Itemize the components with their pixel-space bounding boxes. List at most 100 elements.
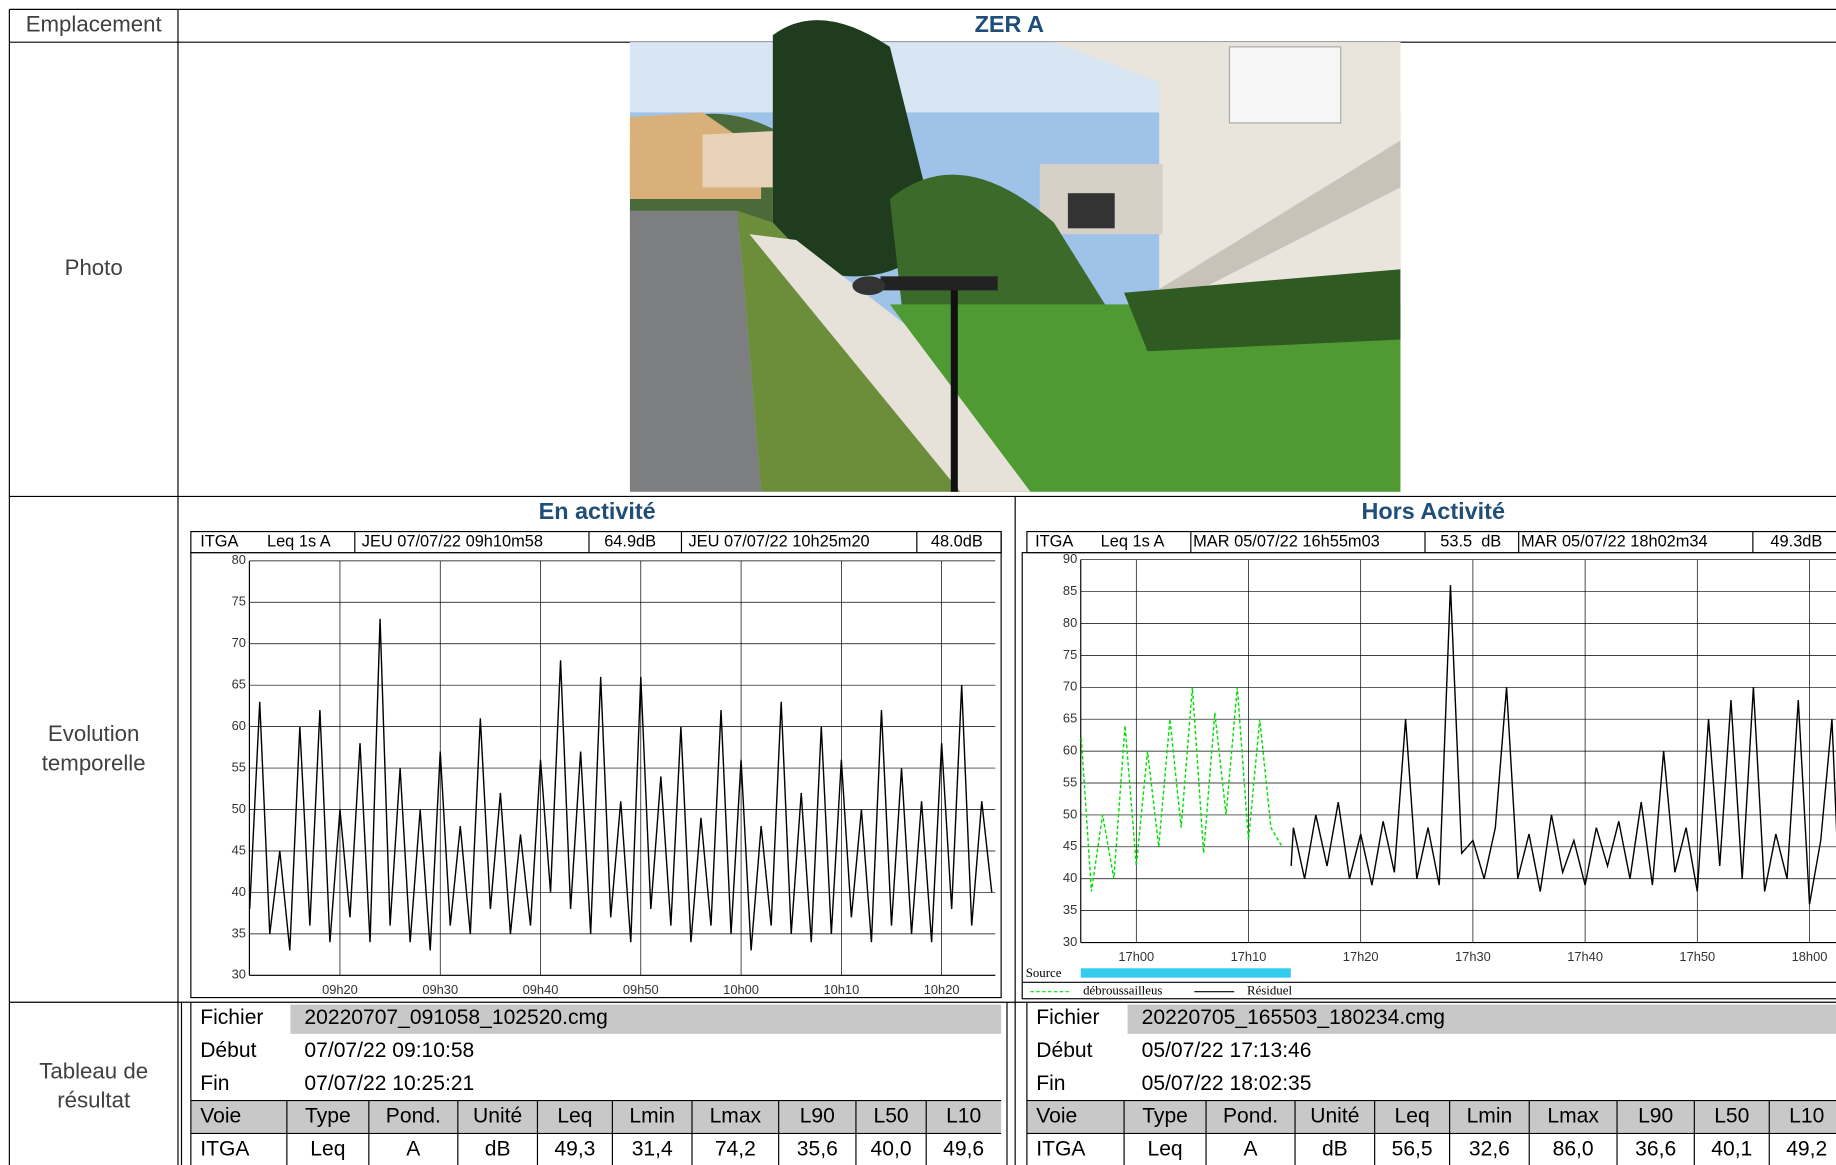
y-tick-label: 65	[232, 677, 246, 692]
info-value: 05/07/22 18:02:35	[1142, 1072, 1312, 1095]
cell: L90	[800, 1105, 835, 1128]
photo	[630, 20, 1400, 492]
cell: A	[406, 1137, 420, 1160]
y-tick-label: 90	[1063, 551, 1077, 566]
cell: dB	[1322, 1137, 1348, 1160]
cell: 40,1	[1711, 1137, 1752, 1160]
cell: 31,4	[632, 1137, 673, 1160]
y-tick-label: 45	[1063, 838, 1077, 853]
y-tick-label: 65	[1063, 711, 1077, 726]
photo-label: Photo	[65, 255, 123, 280]
cell: Voie	[200, 1105, 241, 1128]
channel: ITGA	[1035, 532, 1073, 550]
info-value: 07/07/22 09:10:58	[304, 1039, 474, 1062]
y-tick-label: 40	[1063, 870, 1077, 885]
cell: Pond.	[386, 1105, 441, 1128]
cell: 74,2	[715, 1137, 756, 1160]
chart-title: Hors Activité	[1361, 498, 1505, 524]
cell: Lmax	[710, 1105, 762, 1128]
index: Leq 1s A	[1101, 532, 1165, 550]
x-tick-label: 10h00	[723, 982, 759, 997]
cursor1-value: 53.5	[1440, 532, 1472, 550]
cell: 86,0	[1553, 1137, 1594, 1160]
legend-label: débroussailleus	[1083, 984, 1162, 998]
cell: Pond.	[1223, 1105, 1278, 1128]
data-line	[250, 619, 992, 951]
x-tick-label: 17h00	[1118, 949, 1154, 964]
source-bar	[1081, 968, 1291, 977]
cell: Lmin	[629, 1105, 675, 1128]
y-tick-label: 30	[1063, 934, 1077, 949]
y-tick-label: 75	[232, 594, 246, 609]
y-tick-label: 55	[1063, 774, 1077, 789]
y-tick-label: 35	[232, 925, 246, 940]
page: Emplacement ZER A Photo Evolution tempor…	[0, 0, 1836, 1165]
x-tick-label: 17h30	[1455, 949, 1491, 964]
cell: Unité	[1310, 1105, 1359, 1128]
data-line	[1081, 687, 1282, 891]
info-value: 05/07/22 17:13:46	[1142, 1039, 1312, 1062]
y-tick-label: 45	[232, 842, 246, 857]
info-label: Fichier	[200, 1006, 263, 1029]
cell: A	[1244, 1137, 1258, 1160]
chart-frame	[1022, 553, 1836, 999]
y-tick-label: 60	[1063, 743, 1077, 758]
cell: Leq	[310, 1137, 345, 1160]
cell: Leq	[1395, 1105, 1430, 1128]
x-tick-label: 10h20	[924, 982, 960, 997]
cell: L50	[1714, 1105, 1749, 1128]
x-tick-label: 17h50	[1679, 949, 1715, 964]
y-tick-label: 80	[232, 552, 246, 567]
info-label: Début	[200, 1039, 256, 1062]
y-tick-label: 75	[1063, 647, 1077, 662]
source-label: Source	[1026, 966, 1062, 980]
cell: Unité	[473, 1105, 522, 1128]
y-tick-label: 60	[232, 718, 246, 733]
y-tick-label: 85	[1063, 583, 1077, 598]
chart-title: En activité	[539, 498, 656, 524]
location-title: ZER A	[975, 11, 1044, 37]
x-tick-label: 17h10	[1231, 949, 1267, 964]
cell: Type	[305, 1105, 351, 1128]
cell: Type	[1142, 1105, 1188, 1128]
info-label: Fichier	[1036, 1006, 1099, 1029]
results-label: résultat	[57, 1088, 131, 1113]
cell: Leq	[557, 1105, 592, 1128]
info-value: 20220707_091058_102520.cmg	[304, 1006, 607, 1029]
y-tick-label: 50	[1063, 806, 1077, 821]
x-tick-label: 18h00	[1792, 949, 1828, 964]
cell: 49,2	[1786, 1137, 1827, 1160]
cell: 36,6	[1635, 1137, 1676, 1160]
cell: Voie	[1036, 1105, 1077, 1128]
cell: Lmax	[1547, 1105, 1599, 1128]
cell: L10	[1789, 1105, 1824, 1128]
info-value: 07/07/22 10:25:21	[304, 1072, 474, 1095]
cell: Lmin	[1467, 1105, 1513, 1128]
info-label: Fin	[200, 1072, 229, 1095]
cursor1-date: JEU 07/07/22 09h10m58	[362, 532, 543, 550]
cell: dB	[485, 1137, 511, 1160]
cursor2-date: MAR 05/07/22 18h02m34	[1521, 532, 1708, 550]
cursor1-unit: dB	[1481, 532, 1501, 550]
legend-label: Résiduel	[1247, 984, 1292, 998]
x-tick-label: 09h20	[322, 982, 358, 997]
y-tick-label: 55	[232, 759, 246, 774]
y-tick-label: 70	[1063, 679, 1077, 694]
cursor1-date: MAR 05/07/22 16h55m03	[1193, 532, 1380, 550]
cell: 49,3	[554, 1137, 595, 1160]
y-tick-label: 30	[232, 967, 246, 982]
y-tick-label: 80	[1063, 615, 1077, 630]
cell: L90	[1638, 1105, 1673, 1128]
cell: 35,6	[797, 1137, 838, 1160]
cell: ITGA	[200, 1137, 249, 1160]
cell: 32,6	[1469, 1137, 1510, 1160]
x-tick-label: 17h40	[1567, 949, 1603, 964]
y-tick-label: 40	[232, 884, 246, 899]
evolution-label: Evolution	[48, 721, 139, 746]
chart-frame	[191, 553, 1001, 998]
cursor2-date: JEU 07/07/22 10h25m20	[689, 532, 870, 550]
index: Leq 1s A	[267, 532, 331, 550]
x-tick-label: 09h40	[523, 982, 559, 997]
cursor2-value: 49.3dB	[1770, 532, 1822, 550]
cell: L10	[946, 1105, 981, 1128]
